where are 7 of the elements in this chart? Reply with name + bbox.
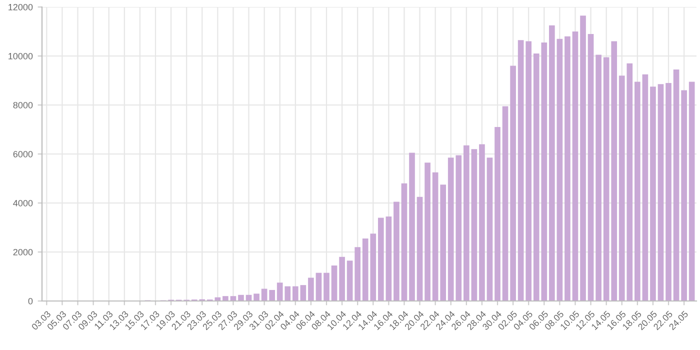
y-tick-label: 12000	[8, 4, 33, 10]
y-tick-label: 4000	[13, 200, 33, 206]
y-tick-label: 10000	[8, 52, 33, 60]
y-tick-label: 6000	[13, 150, 33, 158]
y-tick-label: 8000	[13, 102, 33, 108]
y-tick-label: 2000	[13, 248, 33, 256]
y-tick-label: 0	[28, 298, 33, 304]
